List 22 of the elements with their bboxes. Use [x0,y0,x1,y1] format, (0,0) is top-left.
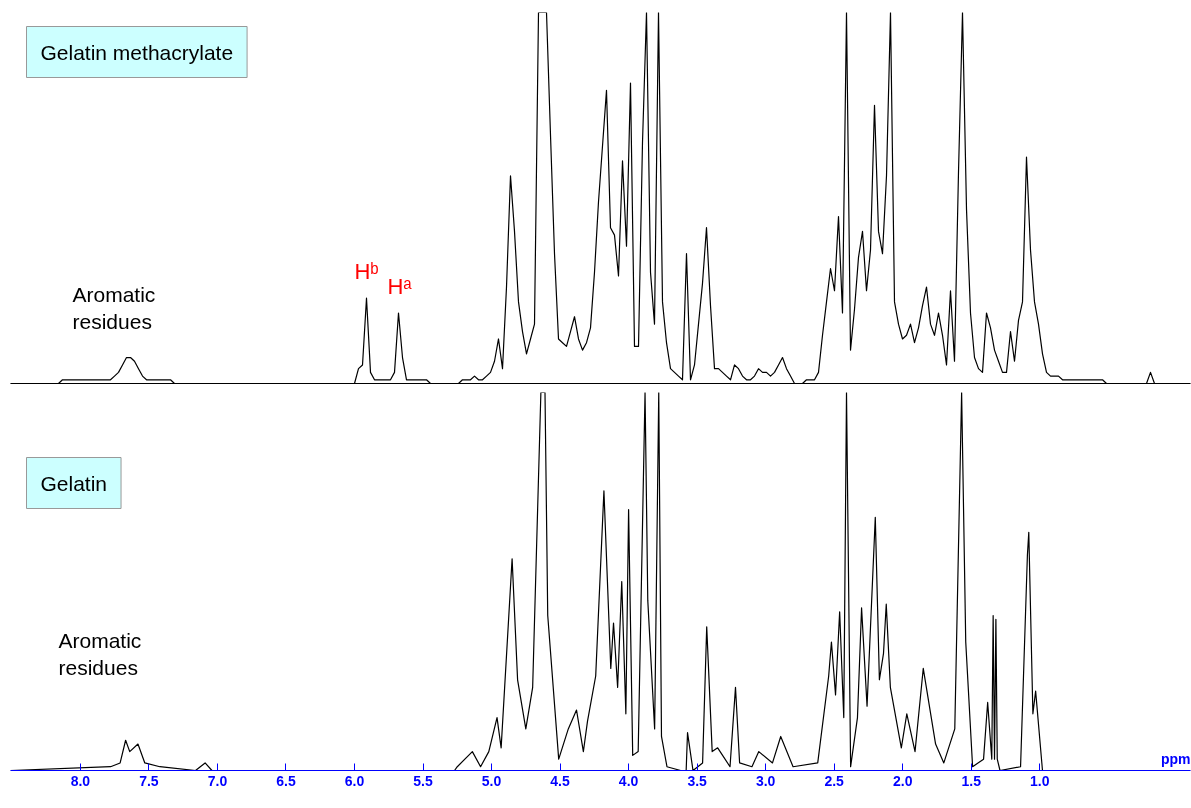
x-tick-label: 4.0 [618,772,639,789]
x-tick-label: 3.5 [687,772,708,789]
x-tick-label: 6.5 [276,772,296,789]
annotation: Aromatic residues [72,282,156,334]
x-tick-label: 3.0 [755,772,776,789]
x-tick-label: 7.5 [139,772,159,789]
x-tick-label: 1.5 [961,772,982,789]
x-tick-label: 5.5 [413,772,433,789]
x-tick-label: 1.0 [1030,772,1050,789]
annotation: Hᵃ [387,274,413,300]
x-tick-label: 4.5 [550,772,571,789]
x-tick-label: 2.5 [824,772,845,789]
annotation: Hᵇ [354,259,379,285]
x-tick-label: 5.0 [481,772,502,789]
x-tick-label: 2.0 [892,772,913,789]
x-tick-label: 8.0 [70,772,91,789]
x-tick-label: 7.0 [207,772,228,789]
annotation: Aromatic residues [58,628,142,680]
text: Gelatin methacrylate [40,40,234,64]
text: Gelatin [40,471,108,495]
x-axis-title: ppm [1160,750,1191,767]
x-tick-label: 6.0 [344,772,365,789]
